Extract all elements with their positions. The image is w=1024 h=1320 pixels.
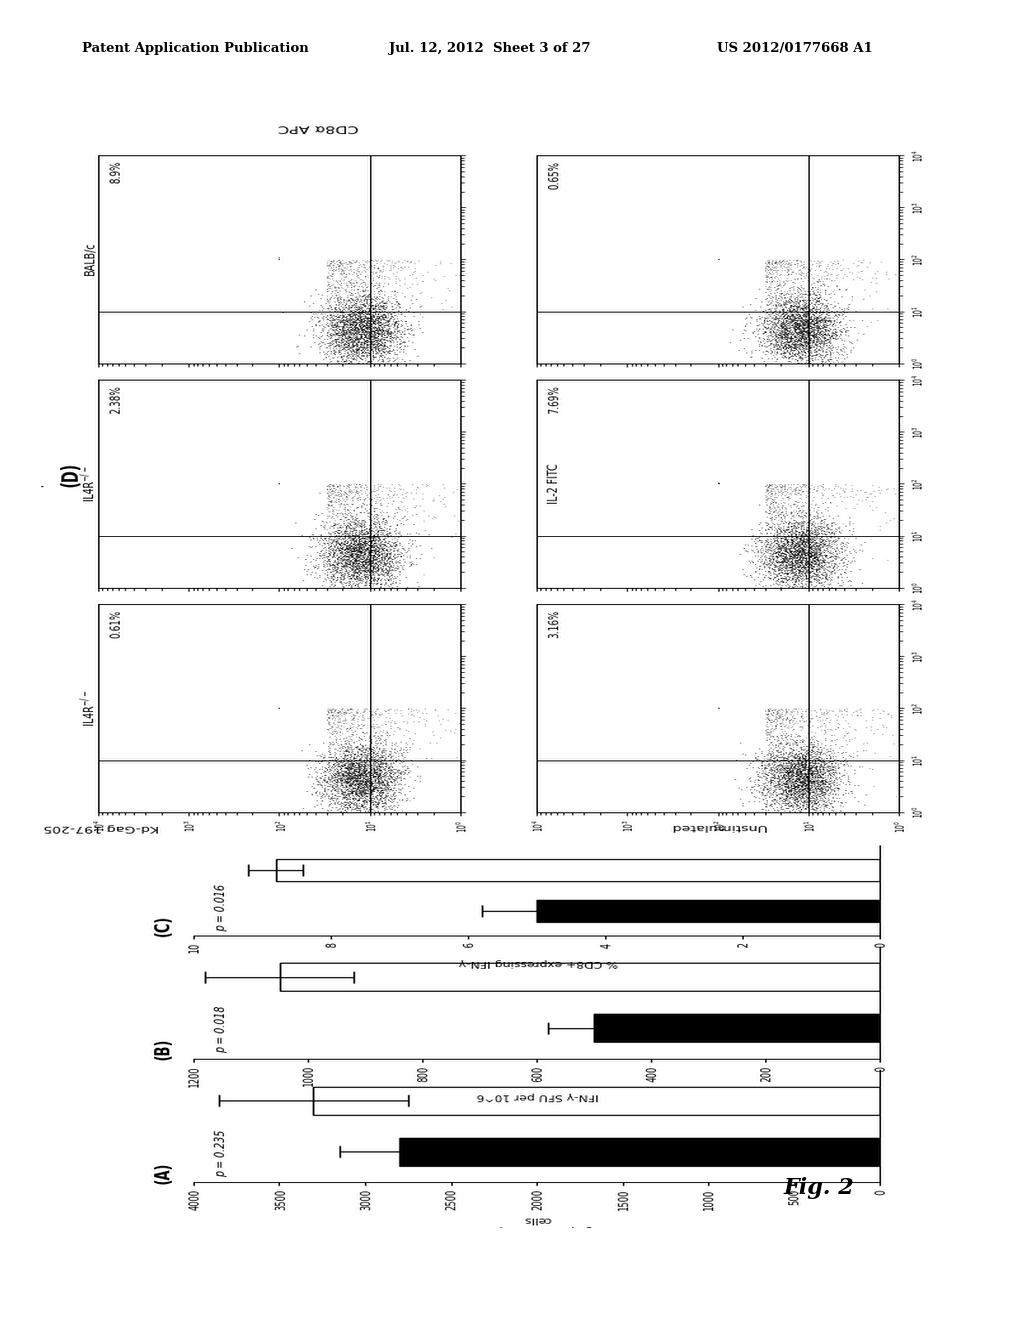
Text: Patent Application Publication: Patent Application Publication [82,42,308,55]
Text: Fig. 2: Fig. 2 [783,1177,855,1199]
Text: US 2012/0177668 A1: US 2012/0177668 A1 [717,42,872,55]
Text: Jul. 12, 2012  Sheet 3 of 27: Jul. 12, 2012 Sheet 3 of 27 [389,42,591,55]
